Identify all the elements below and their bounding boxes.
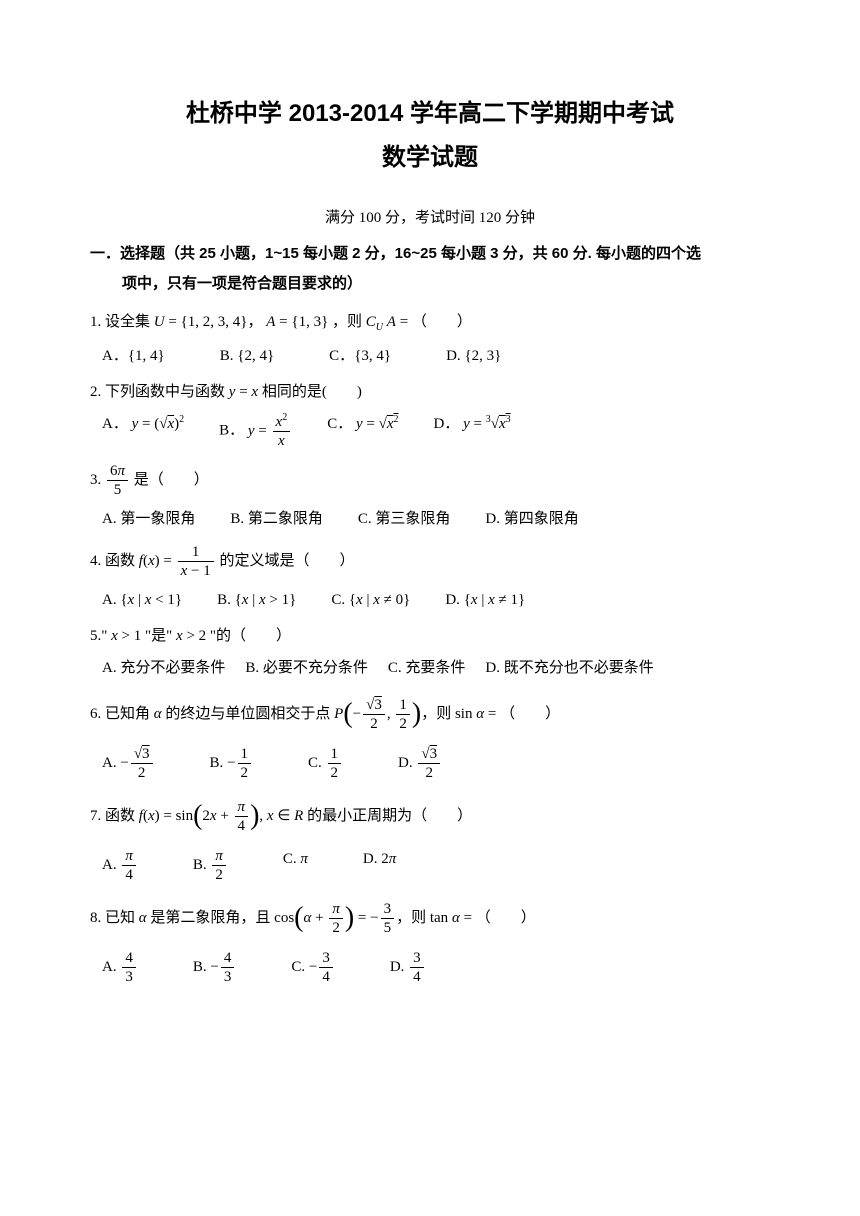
question-2: 2. 下列函数中与函数 y = x 相同的是( ) A． y = (√x)2 B… (90, 380, 770, 450)
q7-optB: B. π2 (193, 847, 228, 884)
q5-optC: C. 充要条件 (388, 656, 466, 680)
question-4: 4. 函数 f(x) = 1x − 1 的定义域是（ ） A. {x | x <… (90, 543, 770, 612)
q8-text: 8. 已知 α 是第二象限角，且 cos(α + π2) = −35，则 tan… (90, 896, 770, 941)
q4-optC: C. {x | x ≠ 0} (331, 588, 410, 612)
question-7: 7. 函数 f(x) = sin(2x + π4), x ∈ R 的最小正周期为… (90, 794, 770, 884)
q6-optA: A. −√32 (102, 745, 155, 782)
q6-options: A. −√32 B. −12 C. 12 D. √32 (90, 745, 770, 782)
question-8: 8. 已知 α 是第二象限角，且 cos(α + π2) = −35，则 tan… (90, 896, 770, 986)
q8-optC: C. −34 (291, 949, 334, 986)
q1-text: 1. 设全集 U = {1, 2, 3, 4}， A = {1, 3} ，则 C… (90, 310, 770, 336)
q1-optB: B. {2, 4} (220, 344, 274, 368)
q7-options: A. π4 B. π2 C. π D. 2π (90, 847, 770, 884)
q5-optB: B. 必要不充分条件 (245, 656, 368, 680)
q7-optA: A. π4 (102, 847, 138, 884)
q5-optD: D. 既不充分也不必要条件 (485, 656, 653, 680)
q1-optD: D. {2, 3} (446, 344, 501, 368)
question-5: 5." x > 1 "是" x > 2 "的（ ） A. 充分不必要条件 B. … (90, 624, 770, 680)
q5-options: A. 充分不必要条件 B. 必要不充分条件 C. 充要条件 D. 既不充分也不必… (90, 656, 770, 680)
title-main: 杜桥中学 2013-2014 学年高二下学期期中考试 (90, 95, 770, 133)
title-sub: 数学试题 (90, 139, 770, 177)
q3-optB: B. 第二象限角 (230, 507, 323, 531)
q2-optA: A． y = (√x)2 (102, 412, 184, 450)
question-3: 3. 6π5 是（ ） A. 第一象限角 B. 第二象限角 C. 第三象限角 D… (90, 462, 770, 531)
q7-optD: D. 2π (363, 847, 396, 884)
q3-optC: C. 第三象限角 (358, 507, 451, 531)
q6-optD: D. √32 (398, 745, 442, 782)
q8-options: A. 43 B. −43 C. −34 D. 34 (90, 949, 770, 986)
q8-optD: D. 34 (390, 949, 426, 986)
q4-optB: B. {x | x > 1} (217, 588, 296, 612)
section-header-line2: 项中，只有一项是符合题目要求的） (90, 272, 770, 296)
q1-optC: C．{3, 4} (329, 344, 391, 368)
q3-optA: A. 第一象限角 (102, 507, 195, 531)
q5-optA: A. 充分不必要条件 (102, 656, 225, 680)
q7-text: 7. 函数 f(x) = sin(2x + π4), x ∈ R 的最小正周期为… (90, 794, 770, 839)
exam-info: 满分 100 分，考试时间 120 分钟 (90, 206, 770, 230)
section-header: 一．选择题（共 25 小题，1~15 每小题 2 分，16~25 每小题 3 分… (90, 240, 770, 269)
q4-optD: D. {x | x ≠ 1} (445, 588, 525, 612)
q3-options: A. 第一象限角 B. 第二象限角 C. 第三象限角 D. 第四象限角 (90, 507, 770, 531)
q8-optB: B. −43 (193, 949, 236, 986)
q2-text: 2. 下列函数中与函数 y = x 相同的是( ) (90, 380, 770, 404)
q2-optC: C． y = √x2 (327, 412, 398, 450)
q5-text: 5." x > 1 "是" x > 2 "的（ ） (90, 624, 770, 648)
q1-optA: A．{1, 4} (102, 344, 165, 368)
q4-optA: A. {x | x < 1} (102, 588, 182, 612)
q2-options: A． y = (√x)2 B． y = x2x C． y = √x2 D． y … (90, 412, 770, 450)
q3-optD: D. 第四象限角 (485, 507, 578, 531)
q3-text: 3. 6π5 是（ ） (90, 462, 770, 499)
q6-optC: C. 12 (308, 745, 343, 782)
q6-text: 6. 已知角 α 的终边与单位圆相交于点 P(−√32, 12)，则 sin α… (90, 692, 770, 737)
q2-optB: B． y = x2x (219, 412, 292, 450)
q1-options: A．{1, 4} B. {2, 4} C．{3, 4} D. {2, 3} (90, 344, 770, 368)
q4-text: 4. 函数 f(x) = 1x − 1 的定义域是（ ） (90, 543, 770, 580)
question-1: 1. 设全集 U = {1, 2, 3, 4}， A = {1, 3} ，则 C… (90, 310, 770, 368)
q4-options: A. {x | x < 1} B. {x | x > 1} C. {x | x … (90, 588, 770, 612)
q2-optD: D． y = 3√x3 (434, 412, 511, 450)
q8-optA: A. 43 (102, 949, 138, 986)
q7-optC: C. π (283, 847, 308, 884)
q6-optB: B. −12 (210, 745, 253, 782)
question-6: 6. 已知角 α 的终边与单位圆相交于点 P(−√32, 12)，则 sin α… (90, 692, 770, 782)
